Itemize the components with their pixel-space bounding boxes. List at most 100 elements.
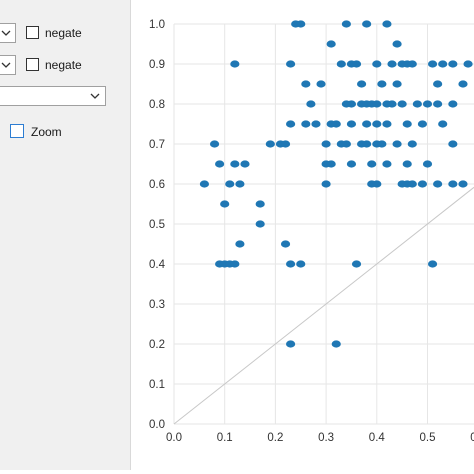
data-point[interactable] xyxy=(265,140,275,148)
data-point[interactable] xyxy=(230,260,240,268)
data-point[interactable] xyxy=(199,180,210,188)
scatter-plot-area[interactable]: 0.0 0.1 0.2 0.3 0.4 0.5 0.6 0.7 0.8 0.9 1.0 0.0 0.1… xyxy=(131,0,474,470)
data-point[interactable] xyxy=(458,80,468,88)
data-point[interactable] xyxy=(326,160,336,168)
filter-dropdown-2[interactable] xyxy=(0,55,16,75)
data-point[interactable] xyxy=(351,60,362,68)
data-point[interactable] xyxy=(240,160,250,168)
data-point[interactable] xyxy=(296,260,306,268)
data-point[interactable] xyxy=(230,60,240,68)
y-tick-label: 0.1 xyxy=(149,379,165,391)
data-point[interactable] xyxy=(225,180,235,188)
data-point[interactable] xyxy=(372,180,382,188)
data-point[interactable] xyxy=(362,120,372,128)
data-point[interactable] xyxy=(341,20,351,28)
data-point[interactable] xyxy=(382,120,392,128)
data-point[interactable] xyxy=(280,140,291,148)
data-point[interactable] xyxy=(448,140,458,148)
data-point[interactable] xyxy=(331,340,341,348)
data-point[interactable] xyxy=(402,160,412,168)
zoom-checkbox[interactable] xyxy=(10,124,24,138)
data-point[interactable] xyxy=(351,260,362,268)
data-point[interactable] xyxy=(280,240,291,248)
data-point[interactable] xyxy=(412,100,422,108)
selector-combobox[interactable] xyxy=(0,86,106,106)
data-point[interactable] xyxy=(336,60,346,68)
data-point[interactable] xyxy=(407,140,417,148)
data-point[interactable] xyxy=(235,240,245,248)
data-point[interactable] xyxy=(372,120,382,128)
data-point[interactable] xyxy=(392,140,402,148)
data-point[interactable] xyxy=(286,340,296,348)
negate-label-1: negate xyxy=(45,26,82,40)
data-point[interactable] xyxy=(286,260,296,268)
data-point[interactable] xyxy=(220,200,230,208)
data-point[interactable] xyxy=(427,260,438,268)
data-point[interactable] xyxy=(346,100,357,108)
data-point[interactable] xyxy=(463,60,473,68)
data-point[interactable] xyxy=(438,60,448,68)
data-point[interactable] xyxy=(286,60,296,68)
data-point[interactable] xyxy=(448,60,458,68)
data-point[interactable] xyxy=(209,140,220,148)
data-point[interactable] xyxy=(458,180,468,188)
data-point[interactable] xyxy=(341,140,351,148)
data-point[interactable] xyxy=(362,140,372,148)
data-point[interactable] xyxy=(387,100,397,108)
x-tick-label: 0.0 xyxy=(166,432,182,444)
data-point[interactable] xyxy=(382,160,392,168)
data-point[interactable] xyxy=(392,80,402,88)
data-point[interactable] xyxy=(387,60,397,68)
y-tick-label: 0.8 xyxy=(149,99,165,111)
data-point[interactable] xyxy=(372,100,382,108)
data-point[interactable] xyxy=(301,80,311,88)
data-point[interactable] xyxy=(346,120,357,128)
data-point[interactable] xyxy=(321,140,331,148)
data-point[interactable] xyxy=(255,200,265,208)
data-point[interactable] xyxy=(296,20,306,28)
data-point[interactable] xyxy=(397,100,407,108)
data-point[interactable] xyxy=(286,120,296,128)
data-point[interactable] xyxy=(407,180,417,188)
data-point[interactable] xyxy=(417,180,428,188)
data-point[interactable] xyxy=(316,80,326,88)
negate-checkbox-2[interactable] xyxy=(26,58,39,71)
data-point[interactable] xyxy=(321,180,331,188)
data-point[interactable] xyxy=(417,120,428,128)
negate-checkbox-1[interactable] xyxy=(26,26,39,39)
filter-dropdown-1[interactable] xyxy=(0,23,16,43)
data-point[interactable] xyxy=(422,160,433,168)
data-point[interactable] xyxy=(448,100,458,108)
data-point[interactable] xyxy=(306,100,316,108)
data-point[interactable] xyxy=(433,80,443,88)
chevron-down-icon xyxy=(1,62,11,68)
data-point[interactable] xyxy=(356,80,367,88)
data-point[interactable] xyxy=(372,60,382,68)
data-point[interactable] xyxy=(215,160,225,168)
data-point[interactable] xyxy=(326,40,336,48)
data-point[interactable] xyxy=(433,180,443,188)
diagonal-line xyxy=(173,186,474,425)
data-point[interactable] xyxy=(367,160,377,168)
data-point[interactable] xyxy=(427,60,438,68)
data-point[interactable] xyxy=(377,140,387,148)
filter-panel: negate negate Zoom xyxy=(0,0,131,470)
data-point[interactable] xyxy=(255,220,265,228)
data-point[interactable] xyxy=(407,60,417,68)
data-point[interactable] xyxy=(402,120,412,128)
data-point[interactable] xyxy=(311,120,321,128)
data-point[interactable] xyxy=(331,120,341,128)
scatter-chart[interactable]: 0.0 0.1 0.2 0.3 0.4 0.5 0.6 0.7 0.8 0.9 1.0 0.0 0.1… xyxy=(131,0,474,470)
data-point[interactable] xyxy=(382,20,392,28)
data-point[interactable] xyxy=(301,120,311,128)
data-point[interactable] xyxy=(448,180,458,188)
data-point[interactable] xyxy=(392,40,402,48)
data-point[interactable] xyxy=(422,100,433,108)
data-point[interactable] xyxy=(438,120,448,128)
data-point[interactable] xyxy=(346,160,357,168)
data-point[interactable] xyxy=(433,100,443,108)
data-point[interactable] xyxy=(235,180,245,188)
data-point[interactable] xyxy=(230,160,240,168)
data-point[interactable] xyxy=(377,80,387,88)
data-point[interactable] xyxy=(362,20,372,28)
